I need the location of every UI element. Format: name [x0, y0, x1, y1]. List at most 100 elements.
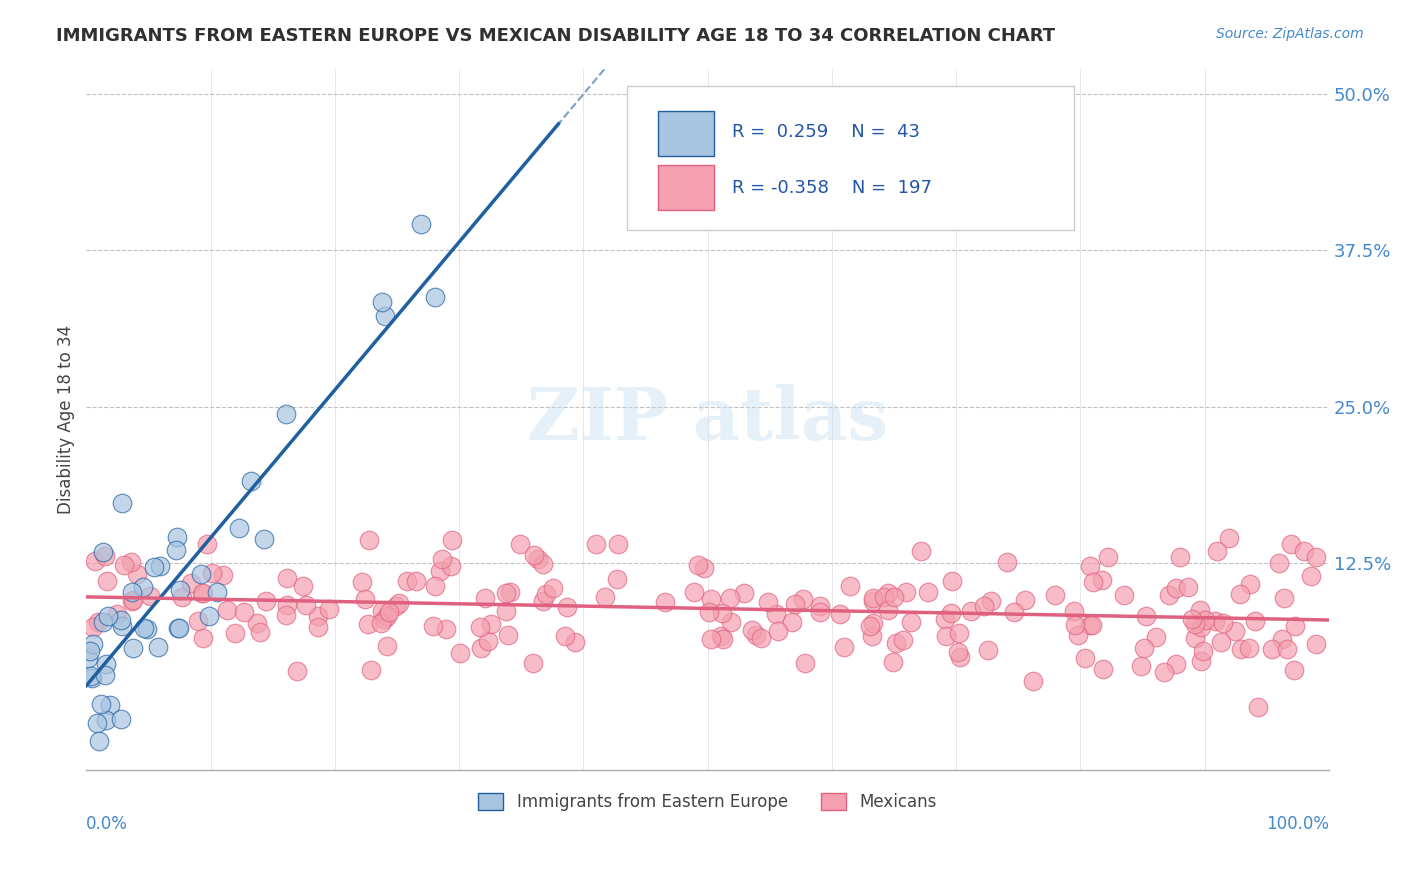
Point [756, 594, 779, 608]
Point [165, 543, 187, 558]
Point [808, 605, 831, 619]
Point [1114, 588, 1136, 602]
Point [468, 620, 491, 634]
Text: IMMIGRANTS FROM EASTERN EUROPE VS MEXICAN DISABILITY AGE 18 TO 34 CORRELATION CH: IMMIGRANTS FROM EASTERN EUROPE VS MEXICA… [56, 27, 1056, 45]
Text: ZIP atlas: ZIP atlas [527, 384, 889, 455]
Point [187, 615, 209, 629]
Point [718, 591, 741, 606]
Point [86, 715, 108, 730]
Point [1277, 642, 1299, 657]
Point [110, 712, 132, 726]
Point [440, 558, 463, 573]
Point [1271, 632, 1294, 646]
Point [166, 621, 188, 635]
Point [1260, 641, 1282, 656]
Point [1045, 589, 1067, 603]
Point [274, 607, 297, 622]
Point [1091, 662, 1114, 676]
Point [883, 591, 905, 605]
Point [87, 615, 110, 629]
Point [388, 596, 411, 610]
Point [143, 559, 166, 574]
Point [1002, 605, 1025, 619]
Point [1133, 641, 1156, 656]
Point [249, 625, 271, 640]
Point [111, 496, 134, 510]
Point [1292, 543, 1315, 558]
Text: R = -0.358    N =  197: R = -0.358 N = 197 [733, 178, 932, 197]
Point [373, 612, 395, 626]
Point [385, 599, 408, 614]
Point [720, 615, 742, 629]
Point [470, 641, 492, 656]
Point [375, 609, 398, 624]
Point [1091, 574, 1114, 588]
Point [1188, 603, 1211, 617]
Point [1194, 613, 1216, 627]
Point [276, 407, 298, 421]
Point [935, 629, 957, 643]
Point [191, 586, 214, 600]
Point [1247, 700, 1270, 714]
Point [654, 595, 676, 609]
Point [1305, 549, 1327, 564]
Point [295, 598, 318, 612]
Point [555, 599, 578, 614]
Point [877, 603, 900, 617]
Point [910, 543, 932, 558]
Point [411, 217, 433, 231]
Point [1299, 568, 1322, 582]
Point [167, 621, 190, 635]
Point [1204, 614, 1226, 628]
Point [1189, 620, 1212, 634]
Point [169, 582, 191, 597]
Point [122, 641, 145, 656]
Point [1191, 644, 1213, 658]
Point [405, 574, 427, 588]
Point [1166, 657, 1188, 671]
Point [146, 640, 169, 655]
Point [886, 636, 908, 650]
Point [1064, 618, 1087, 632]
Point [80, 669, 103, 683]
Point [1272, 591, 1295, 605]
Point [745, 628, 768, 642]
Point [733, 585, 755, 599]
Point [121, 592, 143, 607]
Point [441, 533, 464, 547]
Point [370, 615, 392, 630]
Point [792, 591, 814, 606]
Point [276, 598, 298, 612]
Point [1074, 651, 1097, 665]
Point [1305, 636, 1327, 650]
Point [607, 537, 630, 551]
Point [1230, 641, 1253, 656]
Point [527, 551, 550, 566]
Bar [658, 111, 714, 156]
Point [949, 650, 972, 665]
Point [749, 631, 772, 645]
Point [1067, 628, 1090, 642]
Point [495, 586, 517, 600]
Point [111, 618, 134, 632]
Point [170, 590, 193, 604]
Point [105, 607, 128, 621]
Point [564, 635, 586, 649]
Point [862, 591, 884, 605]
Point [948, 645, 970, 659]
Point [877, 586, 900, 600]
Point [1080, 617, 1102, 632]
Text: Source: ZipAtlas.com: Source: ZipAtlas.com [1216, 27, 1364, 41]
Point [449, 646, 471, 660]
Point [710, 629, 733, 643]
Point [378, 605, 401, 619]
Point [810, 599, 832, 613]
Text: R =  0.259    N =  43: R = 0.259 N = 43 [733, 122, 921, 141]
Point [125, 566, 148, 581]
Point [307, 608, 329, 623]
Bar [658, 165, 714, 211]
Point [741, 623, 763, 637]
Point [233, 605, 256, 619]
Point [960, 604, 983, 618]
Point [765, 607, 787, 621]
